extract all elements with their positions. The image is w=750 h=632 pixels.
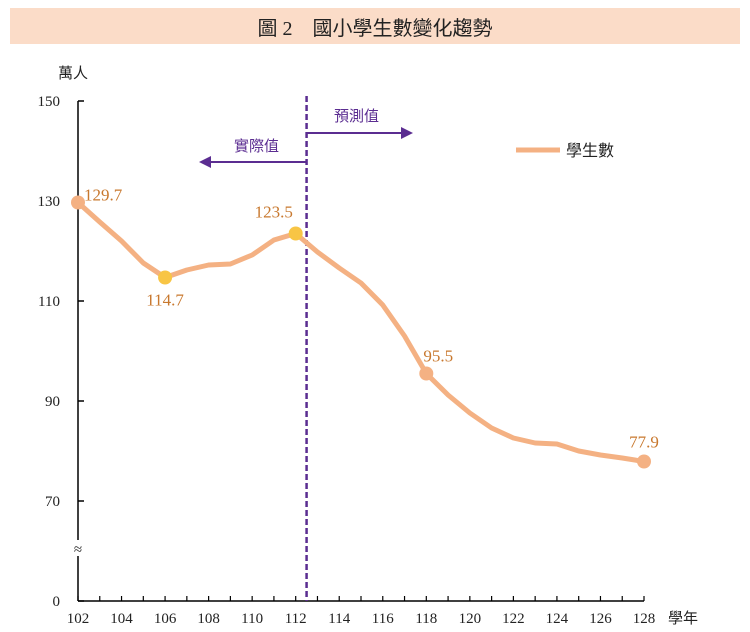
chart-title: 圖 2 國小學生數變化趨勢 [10,8,740,44]
data-point-106 [158,270,173,285]
x-tick-label: 128 [633,611,656,627]
actual-arrow-head [199,156,211,168]
y-tick-label: 0 [53,594,61,610]
y-tick-label: 150 [38,94,61,110]
axis-break-mask [70,540,86,556]
data-point-118 [419,366,434,381]
x-tick-label: 116 [372,611,394,627]
x-tick-label: 122 [502,611,525,627]
x-tick-label: 114 [328,611,350,627]
y-tick-label: 70 [45,494,60,510]
x-tick-label: 112 [285,611,307,627]
forecast-label: 預測值 [334,107,379,125]
axis-break-icon: ≈ [74,542,82,558]
legend-label: 學生數 [566,141,614,160]
x-tick-label: 124 [546,611,569,627]
data-point-112 [288,226,303,241]
y-tick-label: 110 [38,294,60,310]
series-line-學生數 [76,200,645,464]
x-tick-label: 102 [67,611,90,627]
actual-label: 實際值 [234,137,279,155]
y-tick-label: 90 [45,394,60,410]
x-tick-label: 126 [589,611,612,627]
x-axis-label: 學年 [668,609,698,627]
y-axis-label: 萬人 [58,64,88,82]
data-label-128: 77.9 [629,433,659,452]
x-tick-label: 120 [459,611,482,627]
x-tick-label: 110 [241,611,263,627]
data-point-128 [637,454,651,469]
y-tick-label: 130 [38,194,61,210]
data-label-112: 123.5 [255,203,293,222]
x-tick-label: 108 [197,611,220,627]
data-point-102 [71,195,85,210]
x-tick-label: 118 [415,611,437,627]
data-label-118: 95.5 [423,347,453,366]
data-label-102: 129.7 [84,186,123,205]
x-tick-label: 104 [110,611,133,627]
forecast-arrow-head [401,127,413,139]
data-label-106: 114.7 [146,291,184,310]
x-tick-label: 106 [154,611,177,627]
